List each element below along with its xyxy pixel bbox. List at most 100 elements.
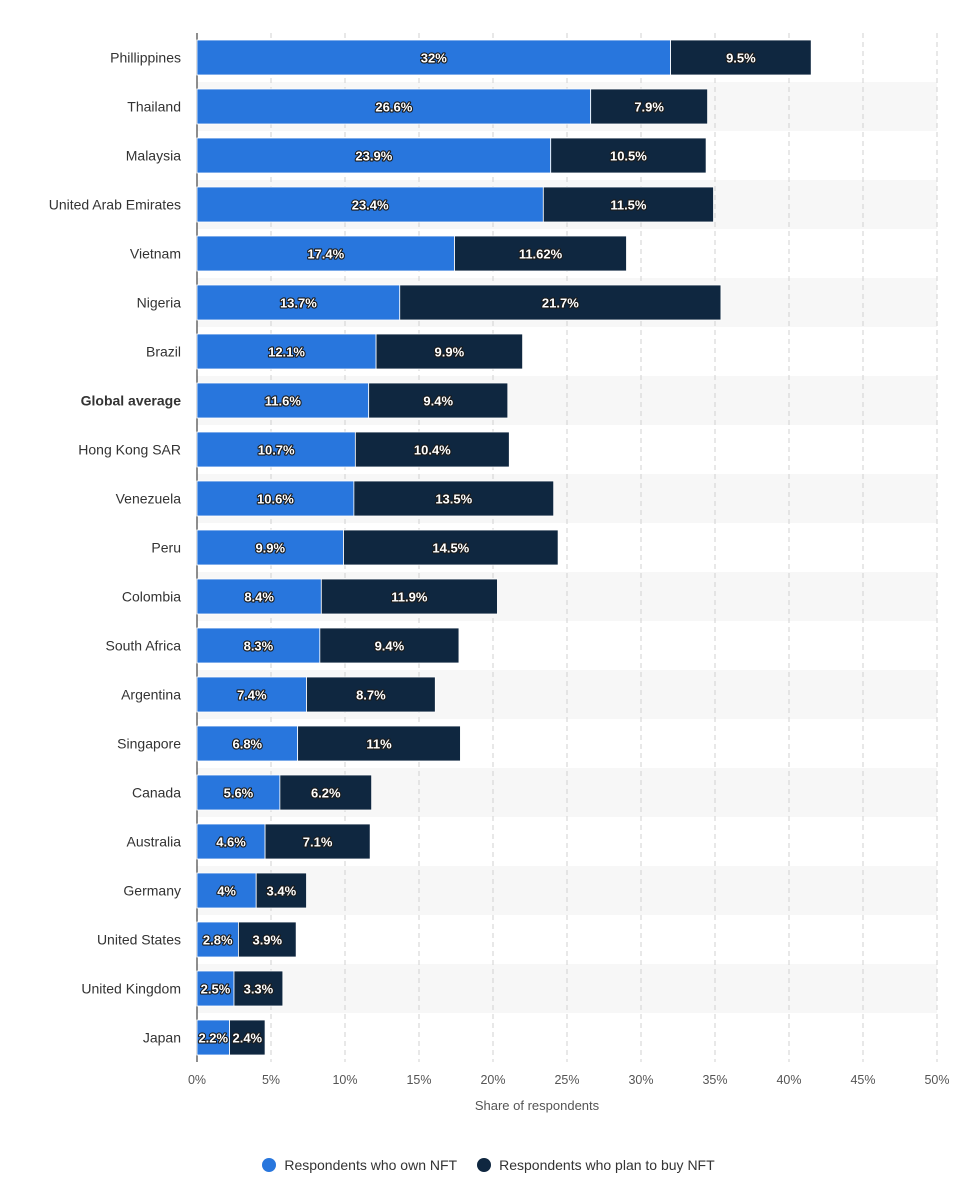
bar-plan[interactable] [297,725,461,762]
bar-own[interactable] [196,382,370,419]
data-label: 7.1% [303,835,333,850]
category-label: Japan [143,1030,181,1046]
bar-own[interactable] [196,88,592,125]
bar-plan[interactable] [399,284,722,321]
bar-plan[interactable] [542,186,714,223]
bar-plan[interactable] [368,382,509,419]
category-label: Nigeria [137,295,182,311]
chart-legend: Respondents who own NFT Respondents who … [0,1153,977,1177]
bar-own[interactable] [196,578,322,615]
bar-plan[interactable] [454,235,627,272]
bar-plan[interactable] [375,333,523,370]
legend-item-plan[interactable]: Respondents who plan to buy NFT [477,1157,715,1173]
bar-own[interactable] [196,921,239,958]
legend-dot-plan [477,1158,492,1172]
category-label: Thailand [127,99,181,115]
data-label: 2.8% [203,933,233,948]
data-label: 9.4% [423,394,453,409]
x-tick-label: 0% [188,1073,206,1087]
bar-plan[interactable] [550,137,707,174]
bar-own[interactable] [196,284,401,321]
data-label: 21.7% [542,296,579,311]
category-label: Phillippines [110,50,181,66]
bar-own[interactable] [196,431,356,468]
data-label: 8.7% [356,688,386,703]
bar-plan[interactable] [320,578,498,615]
legend-label-plan: Respondents who plan to buy NFT [499,1157,715,1173]
data-label: 8.4% [244,590,274,605]
bar-plan[interactable] [353,480,555,517]
data-label: 7.9% [634,100,664,115]
bar-plan[interactable] [233,970,284,1007]
data-label: 6.8% [232,737,262,752]
bar-plan[interactable] [670,39,812,76]
bar-own[interactable] [196,39,672,76]
bar-plan[interactable] [264,823,371,860]
data-label: 14.5% [432,541,469,556]
bar-own[interactable] [196,333,377,370]
bar-own[interactable] [196,823,266,860]
category-label: Global average [81,393,182,409]
chart-canvas: 0% 5% 10% 15% 20% 25% 30% 35% 40% 45% 50% Share of … [49,33,950,1113]
bar-own[interactable] [196,970,235,1007]
bar-own[interactable] [196,676,307,713]
bar-plan[interactable] [255,872,307,909]
bar-plan[interactable] [590,88,708,125]
bar-plan[interactable] [238,921,297,958]
x-tick-label: 15% [406,1073,431,1087]
x-tick-label: 10% [332,1073,357,1087]
data-label: 13.7% [280,296,317,311]
data-label: 32% [421,51,447,66]
data-label: 11% [366,737,392,752]
bar-own[interactable] [196,529,344,566]
bar-own[interactable] [196,137,552,174]
category-label: Singapore [117,736,181,752]
data-label: 2.2% [198,1031,228,1046]
data-label: 9.4% [375,639,405,654]
bar-plan[interactable] [229,1019,266,1056]
bar-plan[interactable] [319,627,460,664]
data-label: 4% [217,884,236,899]
bar-own[interactable] [196,725,299,762]
x-axis-title: Share of respondents [475,1098,600,1113]
data-label: 11.5% [610,198,647,213]
data-label: 6.2% [311,786,341,801]
data-label: 11.6% [265,394,302,409]
data-label: 4.6% [216,835,246,850]
data-label: 9.9% [255,541,285,556]
data-label: 3.4% [267,884,297,899]
bar-own[interactable] [196,774,281,811]
data-label: 26.6% [375,100,412,115]
bar-own[interactable] [196,1019,230,1056]
bar-own[interactable] [196,235,455,272]
x-tick-label: 40% [776,1073,801,1087]
bar-plan[interactable] [279,774,373,811]
x-tick-label: 30% [628,1073,653,1087]
data-label: 11.62% [519,247,563,262]
category-label: Peru [151,540,181,556]
x-tick-label: 5% [262,1073,280,1087]
data-label: 2.4% [232,1031,262,1046]
data-label: 12.1% [268,345,305,360]
category-label: United Kingdom [81,981,181,997]
category-label: Brazil [146,344,181,360]
data-label: 2.5% [201,982,231,997]
category-label: Hong Kong SAR [78,442,181,458]
bar-plan[interactable] [354,431,510,468]
bar-own[interactable] [196,186,544,223]
bar-plan[interactable] [306,676,436,713]
data-label: 23.9% [355,149,392,164]
x-tick-label: 50% [924,1073,949,1087]
legend-label-own: Respondents who own NFT [284,1157,458,1173]
data-label: 3.9% [252,933,282,948]
legend-dot-own [262,1158,277,1172]
data-label: 13.5% [435,492,472,507]
category-label: Canada [132,785,181,801]
bar-plan[interactable] [343,529,559,566]
legend-item-own[interactable]: Respondents who own NFT [262,1157,457,1173]
x-tick-label: 45% [850,1073,875,1087]
category-label: Vietnam [130,246,181,262]
category-label: Malaysia [126,148,181,164]
category-label: Argentina [121,687,181,703]
bar-own[interactable] [196,872,257,909]
